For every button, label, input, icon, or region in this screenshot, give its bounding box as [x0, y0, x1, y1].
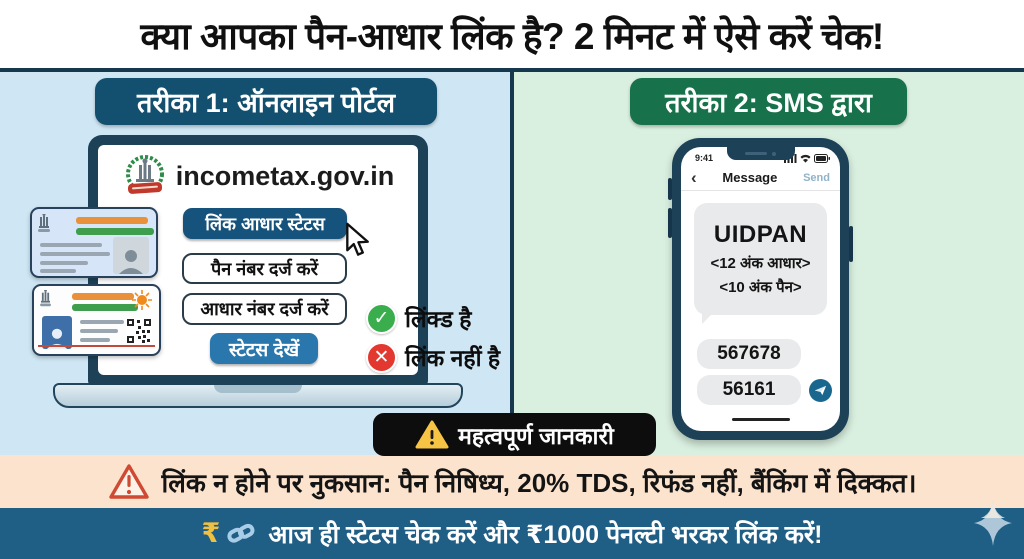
- pan-number-button[interactable]: पैन नंबर दर्ज करें: [182, 253, 347, 284]
- paper-plane-icon: [814, 385, 827, 396]
- important-info-badge: महत्वपूर्ण जानकारी: [373, 413, 656, 456]
- warning-triangle-icon: [415, 420, 449, 448]
- card-green-bar: [76, 228, 154, 235]
- wifi-icon: [800, 154, 811, 163]
- pan-card: [30, 207, 158, 278]
- warning-bar: लिंक न होने पर नुकसान: पैन निषिध्य, 20% …: [0, 455, 1024, 508]
- send-label[interactable]: Send: [803, 171, 830, 184]
- cursor-icon: [341, 221, 377, 259]
- method1-badge: तरीका 1: ऑनलाइन पोर्टल: [95, 78, 437, 125]
- sparkle-icon: [972, 498, 1014, 548]
- link-aadhaar-status-button[interactable]: लिंक आधार स्टेटस: [183, 208, 347, 239]
- card-text-line: [40, 243, 102, 247]
- sms-keyword: UIDPAN: [713, 221, 808, 248]
- alert-triangle-icon: [108, 463, 149, 499]
- back-icon[interactable]: ‹: [691, 168, 697, 187]
- card-orange-bar: [76, 217, 148, 224]
- sms-aadhaar-placeholder: <12 अंक आधार>: [710, 255, 811, 272]
- linked-status-row: ✓ लिंक्ड है: [366, 302, 471, 334]
- panel-divider: [510, 68, 514, 455]
- card-orange-bar: [72, 293, 134, 300]
- sms-pan-placeholder: <10 अंक पैन>: [719, 279, 802, 296]
- phone-notch: [726, 147, 795, 160]
- notch-camera: [772, 151, 776, 156]
- header-bar: क्या आपका पैन-आधार लिंक है? 2 मिनट में ऐ…: [0, 0, 1024, 68]
- sms-format-bubble: UIDPAN <12 अंक आधार> <10 अंक पैन>: [694, 203, 827, 324]
- emblem-icon: [38, 214, 50, 232]
- not-linked-status-row: ✕ लिंक नहीं है: [366, 341, 500, 373]
- not-linked-label: लिंक नहीं है: [405, 345, 501, 371]
- notch-speaker: [745, 152, 767, 155]
- laptop-base: [53, 383, 463, 408]
- phone-statusbar: 9:41: [681, 147, 840, 165]
- card-text-line: [80, 329, 118, 333]
- signal-icon: [784, 153, 797, 163]
- linked-label: लिंक्ड है: [405, 306, 472, 332]
- card-text-line: [80, 338, 110, 342]
- status-time: 9:41: [695, 153, 714, 163]
- phone-screen: 9:41: [681, 147, 840, 431]
- card-photo: [42, 316, 72, 349]
- home-indicator: [731, 418, 790, 421]
- message-app-title: Message: [722, 170, 778, 185]
- sms-number-bubble-2: 56161: [697, 375, 801, 405]
- card-text-line: [40, 269, 76, 273]
- phone-volume-button: [668, 178, 672, 200]
- phone-volume-button: [668, 208, 672, 238]
- emblem-icon: [40, 290, 51, 307]
- aadhaar-sun-icon: [132, 290, 152, 310]
- cta-bar: ₹ आज ही स्टेटस चेक करें और ₹1000 पेनल्टी…: [0, 508, 1024, 559]
- send-button[interactable]: [809, 379, 832, 402]
- incometax-logo-icon: [122, 153, 168, 199]
- warning-text: लिंक न होने पर नुकसान: पैन निषिध्य, 20% …: [161, 467, 917, 498]
- view-status-button[interactable]: स्टेटस देखें: [210, 333, 318, 364]
- cta-text: आज ही स्टेटस चेक करें और ₹1000 पेनल्टी भ…: [268, 520, 823, 549]
- method2-badge: तरीका 2: SMS द्वारा: [630, 78, 907, 125]
- battery-icon: [814, 153, 830, 163]
- check-icon: ✓: [366, 302, 397, 334]
- rupee-icon: ₹: [201, 518, 221, 548]
- card-green-bar: [72, 304, 138, 311]
- aadhaar-number-button[interactable]: आधार नंबर दर्ज करें: [182, 293, 347, 325]
- cross-icon: ✕: [366, 341, 397, 373]
- card-text-line: [40, 261, 88, 265]
- phone: 9:41: [668, 138, 853, 440]
- phone-power-button: [849, 226, 853, 262]
- website-url: incometax.gov.in: [175, 160, 395, 191]
- sms-number-bubble-1: 567678: [697, 339, 801, 369]
- qr-code: [126, 318, 152, 344]
- chain-link-icon: [227, 523, 255, 543]
- aadhaar-card: [32, 284, 161, 356]
- card-text-line: [80, 320, 124, 324]
- important-info-label: महत्वपूर्ण जानकारी: [458, 422, 614, 449]
- page-title: क्या आपका पैन-आधार लिंक है? 2 मिनट में ऐ…: [140, 15, 884, 57]
- card-red-line: [38, 345, 155, 347]
- card-photo: [113, 237, 149, 274]
- laptop-lip: [214, 385, 302, 393]
- card-text-line: [40, 252, 110, 256]
- message-app-header: ‹ Message Send: [681, 165, 840, 191]
